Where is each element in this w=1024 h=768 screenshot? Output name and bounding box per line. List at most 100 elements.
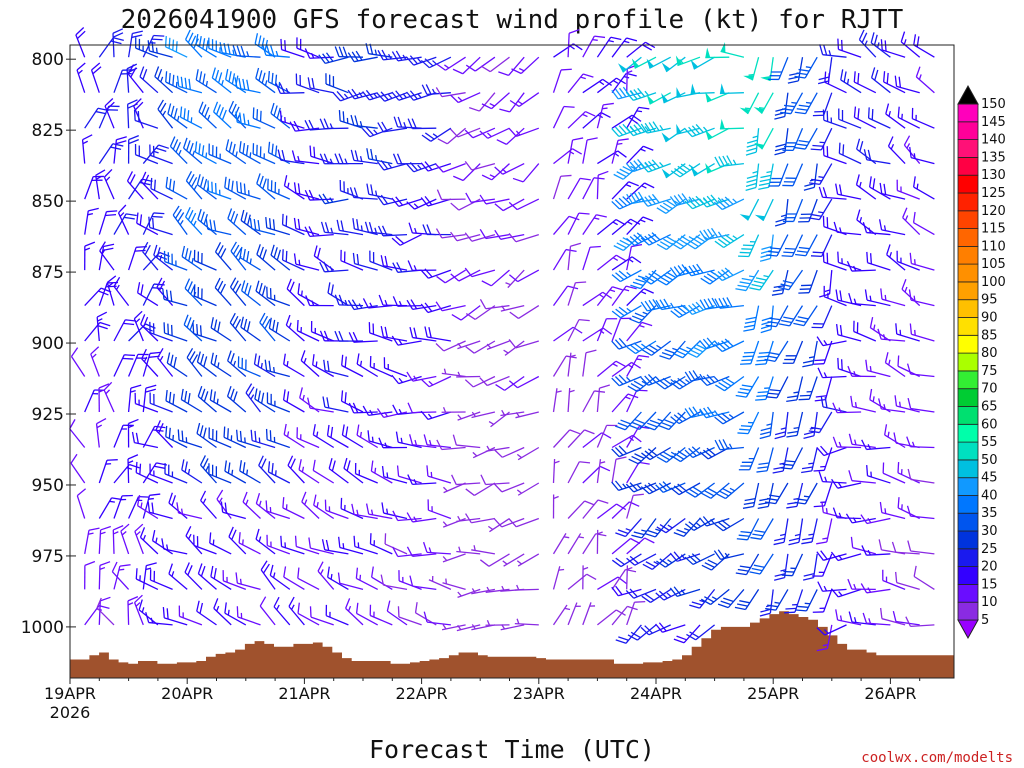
wind-barb bbox=[611, 305, 642, 319]
barb-staff bbox=[149, 402, 173, 413]
barb-flag bbox=[798, 139, 810, 143]
barb-half-flag bbox=[260, 362, 263, 369]
barb-half-flag bbox=[868, 618, 872, 624]
barb-half-flag bbox=[724, 552, 729, 558]
barb-flag bbox=[346, 460, 351, 472]
wind-barb bbox=[377, 225, 408, 237]
barb-flag bbox=[199, 176, 204, 188]
barb-staff bbox=[462, 163, 481, 181]
barb-flag bbox=[185, 29, 191, 40]
barb-flag bbox=[106, 210, 118, 213]
barb-half-flag bbox=[625, 528, 632, 532]
barb-half-flag bbox=[216, 605, 220, 612]
barb-staff bbox=[471, 517, 496, 524]
barb-half-flag bbox=[563, 536, 570, 539]
barb-staff bbox=[722, 517, 745, 532]
barb-flag bbox=[625, 162, 634, 172]
barb-flag bbox=[879, 607, 883, 619]
barb-flag bbox=[885, 103, 890, 115]
barb-staff bbox=[662, 624, 686, 633]
barb-staff bbox=[852, 405, 876, 413]
barb-flag bbox=[627, 634, 638, 641]
barb-flag bbox=[906, 505, 912, 517]
wind-barb bbox=[265, 428, 291, 449]
barb-staff bbox=[626, 145, 644, 165]
barb-half-flag bbox=[641, 185, 647, 189]
barb-flag bbox=[135, 461, 138, 473]
barb-staff bbox=[298, 469, 320, 484]
barb-flag bbox=[193, 534, 195, 546]
wind-barb bbox=[113, 354, 136, 377]
barb-staff bbox=[342, 434, 364, 449]
wind-barb bbox=[754, 198, 774, 222]
wind-barb bbox=[192, 322, 217, 342]
wind-barb bbox=[629, 411, 657, 430]
wind-barb bbox=[398, 570, 422, 591]
barb-flag bbox=[331, 460, 336, 472]
wind-barb bbox=[626, 191, 657, 204]
barb-flag bbox=[677, 306, 687, 315]
barb-flag bbox=[424, 132, 435, 140]
barb-flag bbox=[291, 150, 296, 161]
barb-flag bbox=[755, 398, 766, 401]
barb-flag bbox=[340, 497, 343, 509]
wind-barb bbox=[855, 174, 877, 200]
barb-flag bbox=[269, 430, 272, 442]
barb-flag bbox=[782, 463, 794, 466]
barb-staff bbox=[256, 254, 276, 271]
wind-barb bbox=[267, 71, 291, 94]
barb-flag bbox=[670, 416, 680, 425]
wind-barb bbox=[168, 492, 188, 519]
barb-half-flag bbox=[839, 615, 843, 621]
barb-flag bbox=[353, 535, 356, 547]
barb-staff bbox=[611, 459, 617, 484]
colorbar-label: 145 bbox=[981, 115, 1006, 130]
barb-flag bbox=[464, 161, 473, 171]
barb-half-flag bbox=[373, 129, 378, 135]
barb-flag bbox=[824, 71, 827, 83]
barb-flag bbox=[304, 48, 311, 59]
barb-staff bbox=[207, 228, 232, 236]
wind-barb bbox=[169, 136, 188, 165]
wind-barb bbox=[307, 397, 334, 413]
barb-flag bbox=[256, 244, 261, 255]
barb-flag bbox=[144, 244, 151, 256]
wind-barb bbox=[670, 163, 701, 178]
barb-staff bbox=[208, 190, 232, 200]
barb-flag bbox=[426, 465, 429, 477]
barb-flag bbox=[757, 355, 769, 358]
barb-half-flag bbox=[398, 339, 403, 345]
barb-staff bbox=[897, 116, 920, 129]
barb-flag bbox=[724, 234, 735, 242]
barb-flag bbox=[620, 419, 631, 425]
barb-flag bbox=[356, 219, 359, 230]
barb-flag bbox=[329, 74, 331, 86]
barb-flag bbox=[565, 248, 577, 252]
barb-pennant bbox=[739, 214, 750, 221]
wind-barb bbox=[353, 535, 378, 555]
barb-flag bbox=[499, 108, 510, 113]
barb-flag bbox=[640, 301, 648, 312]
wind-barb bbox=[270, 244, 291, 271]
barb-flag bbox=[343, 251, 346, 263]
wind-barb bbox=[582, 78, 612, 94]
wind-barb bbox=[423, 434, 451, 449]
barb-flag bbox=[751, 567, 763, 572]
barb-flag bbox=[75, 27, 85, 36]
wind-barb bbox=[317, 561, 335, 590]
barb-flag bbox=[641, 452, 651, 461]
barb-flag bbox=[270, 102, 275, 114]
barb-staff bbox=[910, 446, 935, 449]
barb-half-flag bbox=[889, 251, 893, 258]
barb-flag bbox=[717, 603, 729, 609]
barb-flag bbox=[338, 330, 344, 342]
barb-half-flag bbox=[329, 158, 334, 164]
barb-flag bbox=[185, 170, 193, 182]
barb-staff bbox=[462, 56, 481, 75]
credit-link[interactable]: coolwx.com/modelts bbox=[861, 750, 1013, 766]
barb-flag bbox=[179, 106, 183, 118]
wind-barb bbox=[809, 163, 833, 186]
wind-barb bbox=[365, 503, 393, 520]
barb-half-flag bbox=[818, 211, 824, 214]
barb-half-flag bbox=[779, 533, 786, 537]
